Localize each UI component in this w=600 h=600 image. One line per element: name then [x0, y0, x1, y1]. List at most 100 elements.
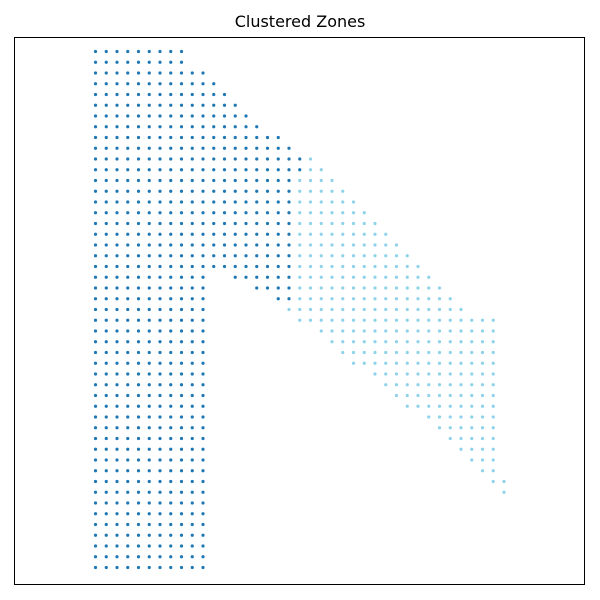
data-point — [93, 490, 98, 494]
data-point — [126, 350, 130, 355]
data-point — [308, 286, 313, 290]
data-point — [341, 307, 345, 312]
data-point — [169, 490, 173, 494]
data-point — [405, 404, 409, 408]
data-point — [93, 178, 98, 183]
data-point — [244, 114, 248, 118]
data-point — [147, 125, 151, 129]
data-point — [93, 318, 98, 322]
data-point — [244, 254, 248, 258]
data-point — [298, 275, 302, 279]
data-point — [222, 168, 227, 172]
data-point — [341, 329, 345, 333]
data-point — [158, 114, 162, 118]
data-point — [470, 404, 474, 408]
data-point — [394, 329, 399, 333]
data-point — [158, 404, 162, 408]
data-point — [212, 232, 216, 236]
data-point — [416, 340, 420, 344]
data-point — [201, 383, 205, 387]
data-point — [427, 372, 431, 376]
data-point — [201, 533, 205, 537]
data-point — [384, 254, 388, 258]
data-point — [362, 361, 366, 365]
data-point — [201, 415, 205, 419]
data-point — [394, 286, 399, 290]
data-point — [104, 404, 108, 408]
data-point — [384, 383, 388, 387]
data-point — [480, 393, 485, 398]
data-point — [115, 393, 119, 398]
data-point — [427, 361, 431, 365]
data-point — [126, 60, 130, 64]
data-point — [158, 157, 162, 161]
data-point — [341, 297, 345, 301]
data-point — [437, 404, 442, 408]
data-point — [136, 479, 141, 484]
data-point — [480, 361, 485, 365]
data-point — [169, 221, 173, 226]
data-point — [147, 135, 151, 140]
data-point — [255, 146, 259, 150]
data-point — [169, 49, 173, 54]
data-point — [126, 211, 130, 215]
data-point — [169, 103, 173, 107]
data-point — [341, 232, 345, 236]
data-point — [470, 383, 474, 387]
data-point — [394, 393, 399, 398]
data-point — [179, 544, 184, 548]
data-point — [362, 211, 366, 215]
data-point — [459, 307, 463, 312]
data-point — [201, 114, 205, 118]
data-point — [287, 178, 291, 183]
data-point — [330, 178, 334, 183]
data-point — [384, 350, 388, 355]
data-point — [179, 135, 184, 140]
data-point — [179, 178, 184, 183]
data-point — [190, 264, 194, 269]
data-point — [255, 125, 259, 129]
data-point — [190, 297, 194, 301]
data-point — [416, 383, 420, 387]
data-point — [104, 103, 108, 107]
data-point — [136, 329, 141, 333]
data-point — [201, 350, 205, 355]
data-point — [362, 350, 366, 355]
data-point — [298, 318, 302, 322]
data-point — [190, 565, 194, 570]
data-point — [255, 200, 259, 204]
data-point — [265, 157, 270, 161]
data-point — [115, 350, 119, 355]
data-point — [480, 404, 485, 408]
data-point — [104, 415, 108, 419]
data-point — [244, 211, 248, 215]
data-point — [179, 522, 184, 527]
data-point — [147, 544, 151, 548]
data-point — [126, 501, 130, 505]
data-point — [104, 49, 108, 54]
data-point — [405, 318, 409, 322]
data-point — [179, 264, 184, 269]
data-point — [201, 501, 205, 505]
data-point — [190, 361, 194, 365]
data-point — [104, 512, 108, 516]
data-point — [93, 286, 98, 290]
data-point — [158, 82, 162, 86]
data-point — [222, 211, 227, 215]
data-point — [470, 372, 474, 376]
data-point — [287, 157, 291, 161]
data-point — [502, 490, 506, 494]
data-point — [233, 264, 237, 269]
series-layer — [93, 49, 506, 570]
data-point — [93, 189, 98, 193]
data-point — [136, 522, 141, 527]
data-point — [233, 189, 237, 193]
data-point — [298, 211, 302, 215]
data-point — [287, 189, 291, 193]
data-point — [222, 114, 227, 118]
data-point — [448, 426, 452, 430]
data-point — [394, 361, 399, 365]
data-point — [179, 189, 184, 193]
data-point — [341, 286, 345, 290]
data-point — [169, 114, 173, 118]
